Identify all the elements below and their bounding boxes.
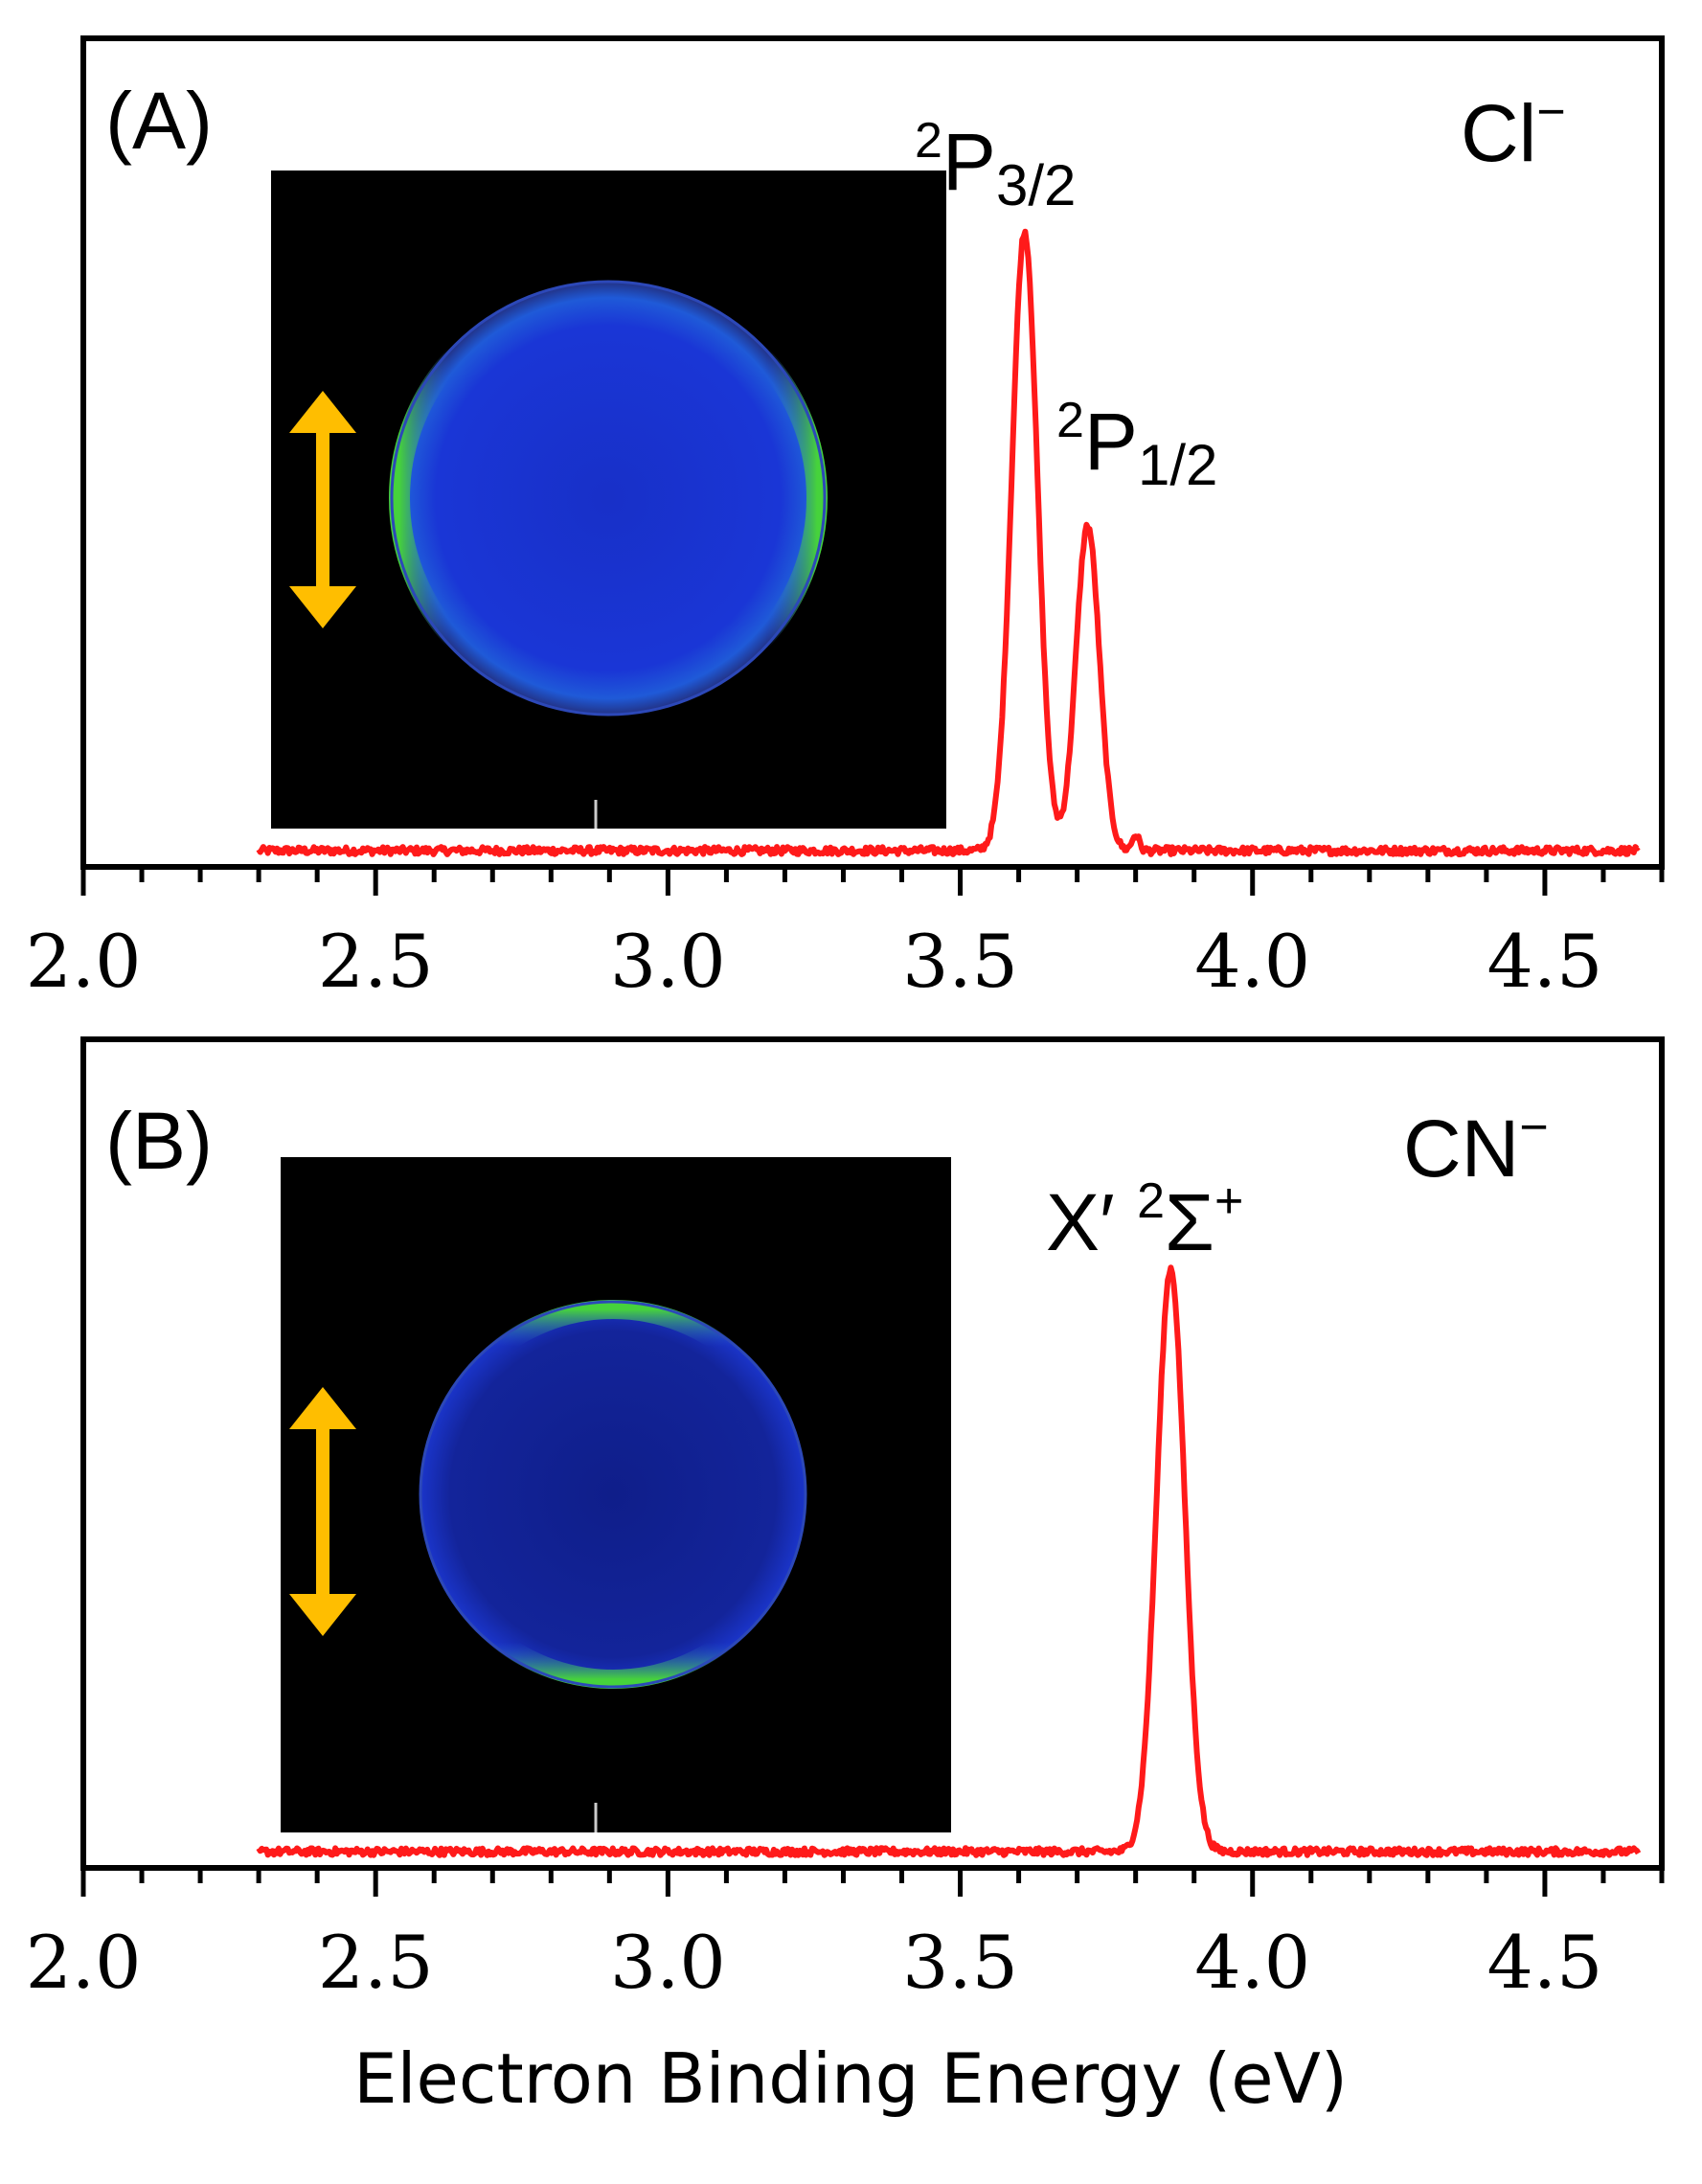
panel-b-species-charge: − (1519, 1100, 1548, 1155)
panel-a-x-axis: 2.0 2.5 3.0 3.5 4.0 4.5 (26, 867, 1665, 1004)
panel-b-frame (80, 1036, 1665, 1871)
panel-b-tick-label: 2.0 (26, 1920, 142, 2005)
panel-b-tick-label: 4.0 (1194, 1920, 1310, 2005)
peak-label-x-multiplicity: 2 (1137, 1173, 1165, 1229)
panel-b-detector-disk (421, 1303, 805, 1686)
panel-a-tick-label: 2.5 (318, 919, 434, 1004)
panel-a-detector-disk (393, 283, 824, 714)
peak-label-2p12-j: 1/2 (1138, 433, 1217, 497)
peak-label-2p32-j: 3/2 (996, 153, 1076, 217)
peak-label-2p12: 2P1/2 (1056, 393, 1217, 497)
panel-b-x-axis: 2.0 2.5 3.0 3.5 4.0 4.5 (26, 1868, 1665, 2005)
panel-a-species-base: Cl (1461, 88, 1536, 178)
panel-b-polarization-arrow (289, 1387, 356, 1636)
peak-label-2p32-multiplicity: 2 (915, 113, 942, 169)
panel-a-label: (A) (105, 76, 213, 166)
peak-label-x-symbol: Σ (1165, 1177, 1214, 1267)
panel-b: 2.0 2.5 3.0 3.5 4.0 4.5 (B) CN− X′ 2Σ+ (26, 1036, 1665, 2005)
peak-label-2p32-term: P (942, 117, 996, 207)
panel-a-tick-label: 3.5 (902, 919, 1018, 1004)
panel-b-image-inset (281, 1157, 951, 1832)
panel-b-spectrum-line (256, 1264, 1642, 1858)
panel-a-tick-label: 4.5 (1486, 919, 1602, 1004)
panel-b-tick-label: 3.5 (902, 1920, 1018, 2005)
panel-b-tick-label: 4.5 (1486, 1920, 1602, 2005)
panel-b-species-base: CN (1403, 1103, 1519, 1194)
peak-label-2p12-multiplicity: 2 (1056, 393, 1084, 448)
panel-b-tick-label: 2.5 (318, 1920, 434, 2005)
panel-a-detector-edge (390, 280, 827, 717)
panel-a-species-charge: − (1536, 84, 1565, 140)
x-axis-title: Electron Binding Energy (eV) (353, 2038, 1348, 2119)
peak-label-2p12-term: P (1084, 397, 1138, 487)
panel-b-species-label: CN− (1403, 1100, 1549, 1194)
peak-label-x-parity: + (1214, 1173, 1243, 1229)
peak-label-x-sigma: X′ 2Σ+ (1046, 1173, 1243, 1267)
panel-a-tick-label: 2.0 (26, 919, 142, 1004)
panel-a-frame (80, 35, 1665, 870)
peak-label-2p32: 2P3/2 (915, 113, 1076, 217)
panel-b-detector-ring (419, 1300, 807, 1689)
panel-b-tick-label: 3.0 (610, 1920, 726, 2005)
panel-a-tick-label: 3.0 (610, 919, 726, 1004)
panel-b-label: (B) (105, 1096, 213, 1186)
panel-a-spectrum-line (256, 228, 1641, 857)
panel-a-polarization-arrow (289, 391, 356, 628)
panel-b-detector-edge (419, 1300, 807, 1689)
peak-label-x-state: X′ (1046, 1177, 1137, 1267)
panel-a-tick-label: 4.0 (1194, 919, 1310, 1004)
panel-a-detector-ring (389, 279, 828, 717)
panel-a-image-inset (271, 171, 946, 829)
panel-a: 2.0 2.5 3.0 3.5 4.0 4.5 (A) Cl− 2P3/2 2P1/2 (26, 35, 1665, 1004)
panel-a-species-label: Cl− (1461, 84, 1566, 178)
